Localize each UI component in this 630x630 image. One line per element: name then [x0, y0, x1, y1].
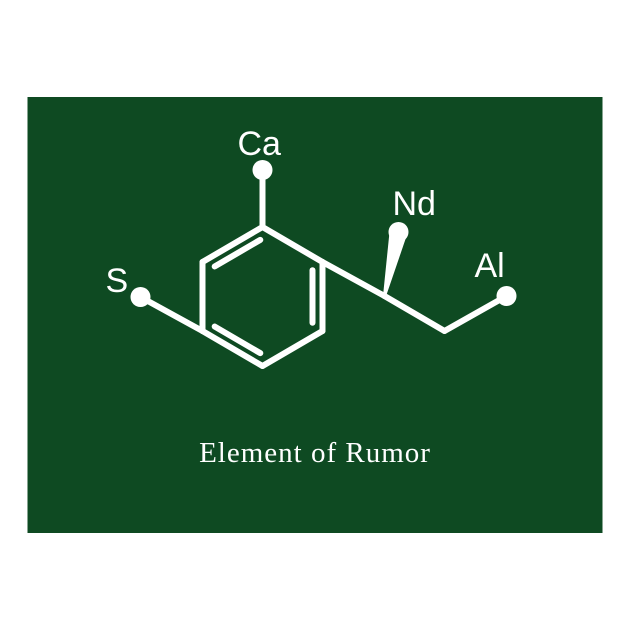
- atom-label-nd: Nd: [393, 185, 436, 223]
- molecular-diagram: S Ca Nd Al Element of Rumor: [28, 97, 603, 533]
- atom-s-dot: [131, 287, 151, 307]
- atom-label-s: S: [106, 262, 129, 300]
- atom-label-al: Al: [475, 247, 505, 285]
- atom-nd-dot: [389, 222, 409, 242]
- atom-al-dot: [497, 286, 517, 306]
- atom-label-ca: Ca: [238, 125, 282, 163]
- atom-ca-dot: [253, 160, 273, 180]
- diagram-canvas: S Ca Nd Al Element of Rumor: [28, 97, 603, 533]
- caption-text: Element of Rumor: [199, 437, 431, 469]
